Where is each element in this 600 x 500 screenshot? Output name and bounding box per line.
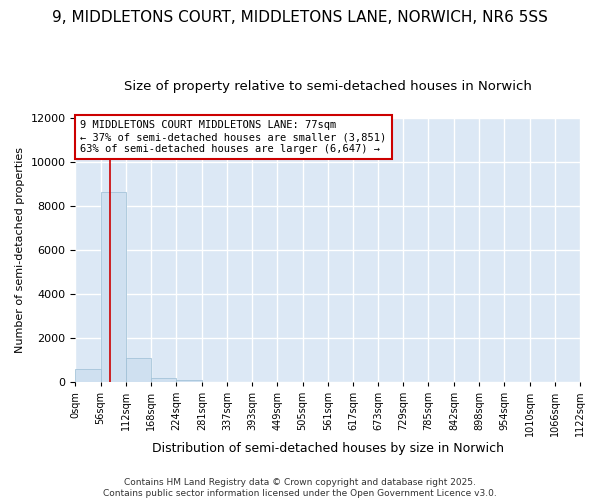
Bar <box>126 358 151 382</box>
Title: Size of property relative to semi-detached houses in Norwich: Size of property relative to semi-detach… <box>124 80 532 93</box>
Y-axis label: Number of semi-detached properties: Number of semi-detached properties <box>15 147 25 353</box>
Text: Contains HM Land Registry data © Crown copyright and database right 2025.
Contai: Contains HM Land Registry data © Crown c… <box>103 478 497 498</box>
Text: 9, MIDDLETONS COURT, MIDDLETONS LANE, NORWICH, NR6 5SS: 9, MIDDLETONS COURT, MIDDLETONS LANE, NO… <box>52 10 548 25</box>
Text: 9 MIDDLETONS COURT MIDDLETONS LANE: 77sqm
← 37% of semi-detached houses are smal: 9 MIDDLETONS COURT MIDDLETONS LANE: 77sq… <box>80 120 386 154</box>
Bar <box>101 192 126 382</box>
Bar <box>76 368 101 382</box>
Bar <box>151 378 176 382</box>
X-axis label: Distribution of semi-detached houses by size in Norwich: Distribution of semi-detached houses by … <box>152 442 504 455</box>
Bar <box>176 380 202 382</box>
